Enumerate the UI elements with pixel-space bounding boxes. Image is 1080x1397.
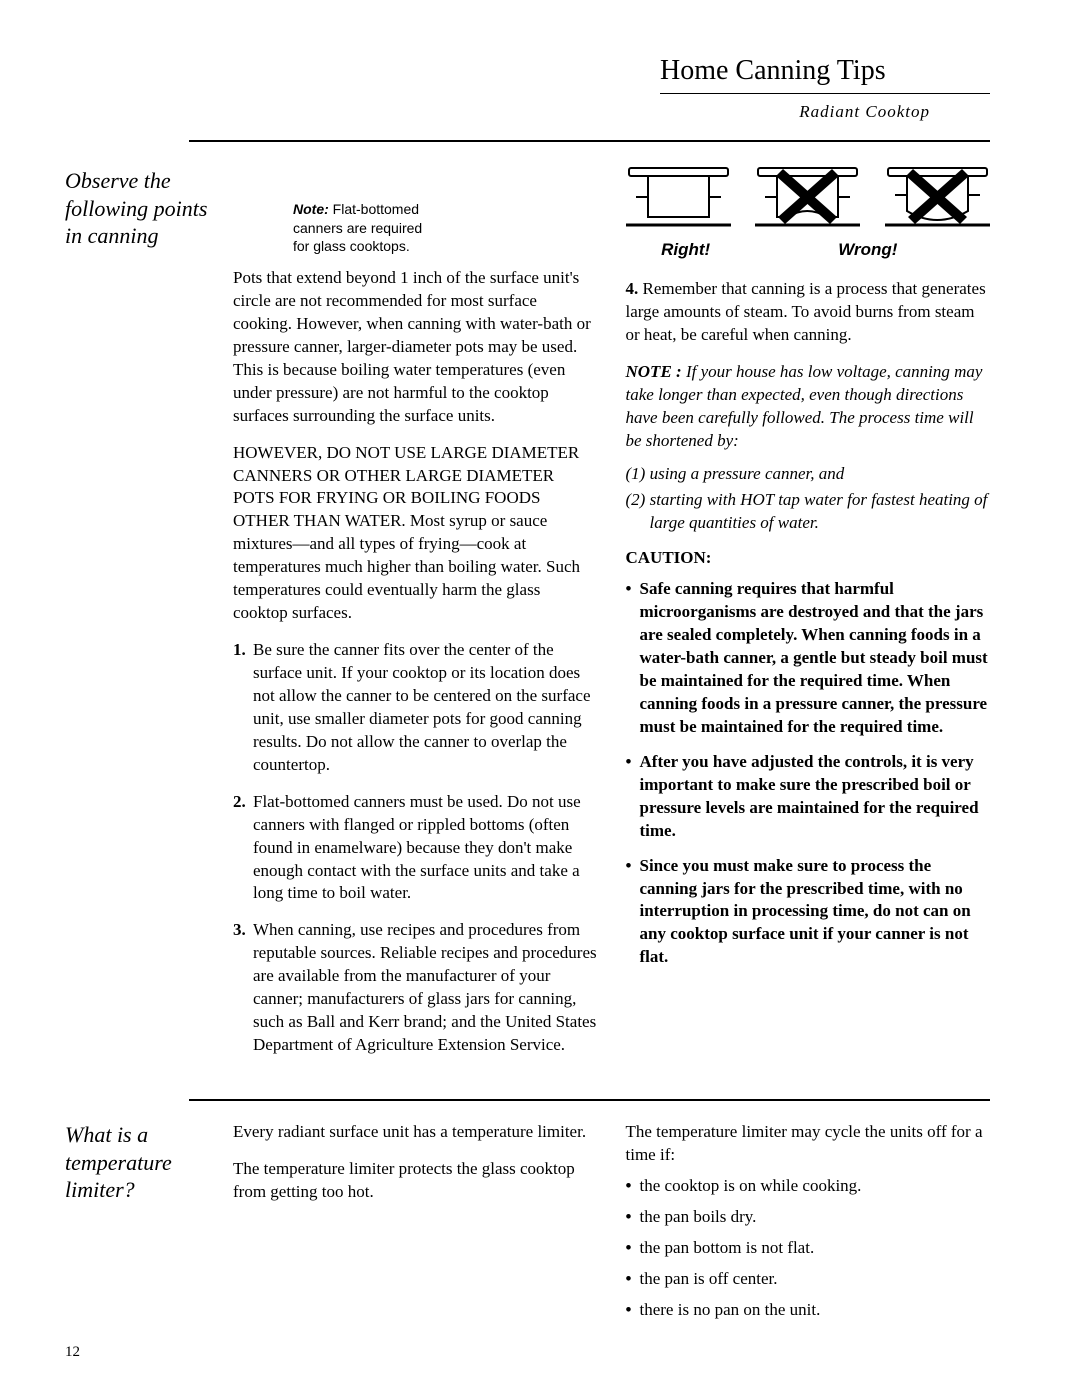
list-item: the pan bottom is not flat. bbox=[626, 1237, 991, 1260]
divider-rule bbox=[189, 140, 990, 142]
item4-text: Remember that canning is a process that … bbox=[626, 279, 986, 344]
low-voltage-note: NOTE : If your house has low voltage, ca… bbox=[626, 361, 991, 453]
note-label: Note: bbox=[293, 201, 329, 217]
section1-p1: Pots that extend beyond 1 inch of the su… bbox=[233, 267, 598, 428]
page-title: Home Canning Tips bbox=[660, 55, 990, 94]
list-item: the cooktop is on while cooking. bbox=[626, 1175, 991, 1198]
list-item: After you have adjusted the controls, it… bbox=[626, 751, 991, 843]
wrong-label: Wrong! bbox=[746, 239, 990, 262]
pot-concave-wrong bbox=[755, 167, 860, 235]
sub2: (2) starting with HOT tap water for fast… bbox=[626, 489, 991, 535]
list-item: When canning, use recipes and procedures… bbox=[233, 919, 598, 1057]
caution-heading: CAUTION: bbox=[626, 547, 991, 570]
item4-num: 4. bbox=[626, 279, 639, 298]
section2-right-intro: The temperature limiter may cycle the un… bbox=[626, 1121, 991, 1167]
divider-rule bbox=[189, 1099, 990, 1101]
limiter-reason-list: the cooktop is on while cooking. the pan… bbox=[626, 1175, 991, 1322]
sub1: (1) using a pressure canner, and bbox=[626, 463, 991, 486]
section2-right-column: The temperature limiter may cycle the un… bbox=[626, 1121, 991, 1330]
pot-convex-wrong bbox=[885, 167, 990, 235]
list-item: there is no pan on the unit. bbox=[626, 1299, 991, 1322]
list-item: Flat-bottomed canners must be used. Do n… bbox=[233, 791, 598, 906]
section1-numbered-list: Be sure the canner fits over the center … bbox=[233, 639, 598, 1057]
section1-item4: 4. Remember that canning is a process th… bbox=[626, 278, 991, 347]
list-item: the pan is off center. bbox=[626, 1268, 991, 1291]
section1-p2: HOWEVER, DO NOT USE LARGE DIAMETER CANNE… bbox=[233, 442, 598, 626]
section2-left-column: Every radiant surface unit has a tempera… bbox=[233, 1121, 598, 1330]
section1-right-column: Right! Wrong! 4. Remember that canning i… bbox=[626, 167, 991, 1071]
section1-left-column: Note: Flat-bottomed canners are required… bbox=[233, 167, 598, 1071]
pot-flat-correct bbox=[626, 167, 731, 235]
section2-p1: Every radiant surface unit has a tempera… bbox=[233, 1121, 598, 1144]
list-item: the pan boils dry. bbox=[626, 1206, 991, 1229]
list-item: Since you must make sure to process the … bbox=[626, 855, 991, 970]
flat-bottom-note: Note: Flat-bottomed canners are required… bbox=[293, 200, 433, 255]
pot-diagram: Right! Wrong! bbox=[626, 167, 991, 262]
list-item: Safe canning requires that harmful micro… bbox=[626, 578, 991, 739]
section2-p2: The temperature limiter protects the gla… bbox=[233, 1158, 598, 1204]
caution-list: Safe canning requires that harmful micro… bbox=[626, 578, 991, 969]
note2-label: NOTE : bbox=[626, 362, 682, 381]
section1-side-heading: Observe the following points in canning bbox=[65, 167, 233, 1071]
list-item: Be sure the canner fits over the center … bbox=[233, 639, 598, 777]
page-subtitle: Radiant Cooktop bbox=[660, 102, 990, 122]
right-label: Right! bbox=[626, 239, 746, 262]
page-number: 12 bbox=[65, 1344, 80, 1361]
section2-side-heading: What is a temperature limiter? bbox=[65, 1121, 233, 1330]
